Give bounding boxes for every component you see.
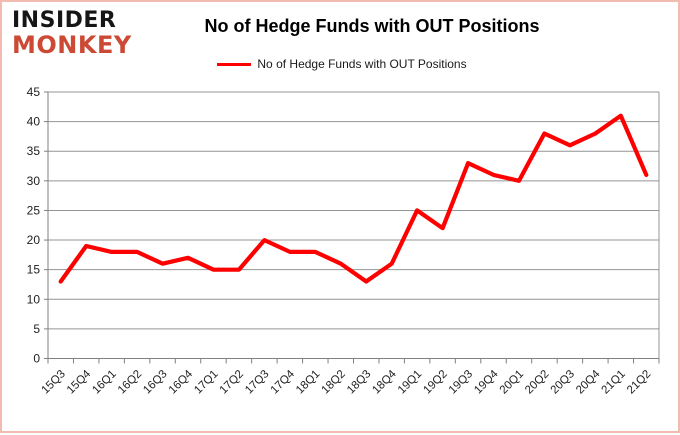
x-axis-tick-label: 15Q4 [65, 368, 94, 397]
x-axis-tick-label: 17Q2 [218, 368, 246, 396]
y-axis-tick-label: 40 [27, 115, 41, 129]
x-axis-tick-label: 21Q2 [625, 368, 653, 396]
y-axis-tick-label: 30 [27, 174, 41, 188]
y-axis-tick-label: 20 [27, 233, 41, 247]
x-axis-tick-label: 20Q4 [574, 368, 603, 397]
y-axis-tick-label: 10 [27, 292, 41, 306]
x-axis-tick-label: 18Q3 [345, 368, 373, 396]
x-axis-tick-label: 20Q1 [498, 368, 526, 396]
x-axis-tick-label: 20Q2 [523, 368, 551, 396]
chart-legend: No of Hedge Funds with OUT Positions [2, 57, 680, 71]
x-axis-tick-label: 18Q2 [320, 368, 348, 396]
y-axis-tick-label: 45 [27, 85, 41, 99]
legend-label: No of Hedge Funds with OUT Positions [257, 57, 467, 71]
y-axis-tick-label: 35 [27, 144, 41, 158]
logo-insider-text: INSIDER [12, 8, 117, 33]
chart-title: No of Hedge Funds with OUT Positions [204, 16, 540, 36]
x-axis-tick-label: 21Q1 [600, 368, 628, 396]
x-axis-tick-label: 17Q4 [269, 368, 298, 397]
y-axis-tick-label: 25 [27, 203, 41, 217]
x-axis-tick-label: 19Q4 [472, 368, 501, 397]
x-axis-tick-label: 16Q1 [90, 368, 118, 396]
x-axis-tick-label: 16Q4 [167, 368, 196, 397]
x-axis-tick-label: 19Q1 [396, 368, 424, 396]
series-line [58, 113, 649, 284]
y-axis-tick-label: 15 [27, 263, 41, 277]
y-axis-tick-label: 0 [33, 352, 40, 366]
x-axis-tick-label: 16Q2 [116, 368, 144, 396]
x-axis-tick-label: 20Q3 [549, 368, 577, 396]
x-axis-tick-label: 15Q3 [39, 368, 67, 396]
insider-monkey-logo: INSIDER MONKEY [12, 8, 132, 59]
x-axis-tick-label: 18Q1 [294, 368, 322, 396]
x-axis-tick-label: 18Q4 [370, 368, 399, 397]
x-axis-tick-label: 19Q3 [447, 368, 475, 396]
x-axis-tick-label: 17Q3 [243, 368, 271, 396]
legend-line-swatch [217, 62, 252, 66]
x-axis-tick-label: 19Q2 [421, 368, 449, 396]
x-axis-tick-label: 17Q1 [192, 368, 220, 396]
logo-monkey-text: MONKEY [12, 31, 132, 59]
y-axis-tick-label: 5 [33, 322, 40, 336]
x-axis-tick-label: 16Q3 [141, 368, 169, 396]
